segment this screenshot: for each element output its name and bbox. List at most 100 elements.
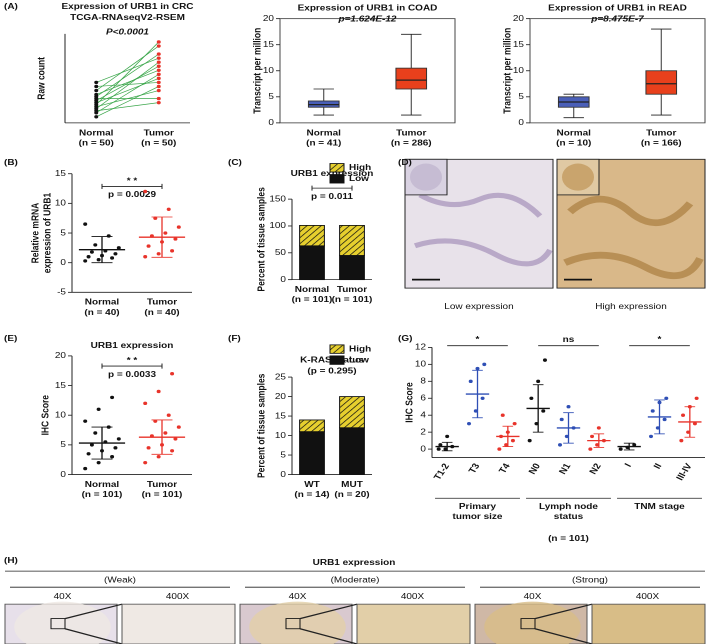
point (650, 409, 655, 413)
point (692, 421, 697, 426)
note: (n = 101) (548, 534, 589, 543)
bar-segment (339, 427, 365, 475)
x-tick-note: (n = 40) (84, 308, 119, 317)
zoom-box (520, 618, 536, 630)
x-tick-note: (n = 286) (391, 138, 432, 147)
point (170, 449, 175, 453)
point (113, 252, 118, 256)
y-tick-label: 10 (55, 410, 66, 419)
point (86, 452, 91, 456)
significance: * * (127, 356, 138, 365)
point (443, 447, 448, 451)
chart-subtitle: p=8.475E-7 (590, 14, 644, 23)
magnification: 40X (54, 591, 72, 600)
point (173, 437, 178, 441)
magnification: 40X (289, 591, 307, 600)
image-400x (356, 603, 471, 644)
y-tick-label: 100 (269, 221, 286, 230)
y-tick-label: 15 (55, 380, 66, 389)
x-tick-note: (n = 10) (556, 138, 591, 147)
group-label: Lymph node (539, 502, 598, 511)
point (143, 189, 148, 194)
image-400x (591, 603, 706, 644)
point (110, 256, 115, 260)
point (156, 84, 161, 89)
y-axis-label: Transcript per million (502, 27, 513, 113)
y-tick-label: 8 (420, 376, 426, 385)
x-tick-note: (n = 20) (334, 490, 369, 499)
x-tick-note: (n = 166) (641, 138, 682, 147)
x-tick-note: (n = 14) (294, 490, 329, 499)
y-axis-label: Percent of tissue samples (256, 187, 267, 291)
group-label: TNM stage (634, 502, 684, 511)
x-tick-label: T1-2 (432, 462, 452, 482)
y-tick-label: 10 (55, 198, 66, 207)
chart-subtitle: TCGA-RNAseqV2-RSEM (70, 13, 185, 22)
zoom-line (534, 603, 593, 620)
y-tick-label: 50 (275, 248, 286, 257)
core (562, 163, 594, 191)
chart-title: Expression of URB1 in CRC (62, 2, 194, 11)
magnification: 400X (401, 591, 424, 600)
y-tick-label: 10 (275, 430, 286, 439)
panel-label: (E) (4, 334, 17, 343)
legend-swatch (329, 163, 345, 173)
legend-label: High (349, 163, 372, 172)
x-tick-label: T4 (497, 461, 513, 475)
point (679, 438, 684, 443)
pair-line (95, 53, 160, 97)
point (113, 446, 118, 450)
y-tick-label: 0 (518, 118, 524, 127)
point (541, 409, 546, 413)
strength-label: (Strong) (572, 575, 608, 584)
y-axis-label: IHC Score (40, 395, 51, 435)
x-tick-label: Normal (85, 297, 119, 306)
y-tick-label: 0 (280, 275, 286, 284)
x-tick-label: II (652, 462, 664, 471)
tissue-core (249, 601, 346, 644)
group-label: tumor size (453, 512, 503, 521)
tissue-core (484, 601, 581, 644)
y-axis-label: Relative mRNA (30, 202, 41, 263)
x-tick-label: Normal (557, 128, 591, 137)
x-tick-note: (n = 101) (292, 295, 333, 304)
point (156, 252, 161, 256)
zoom-line (64, 628, 123, 644)
point (163, 231, 168, 235)
ihc-images: Low expression High expression (404, 158, 706, 311)
x-tick-label: III-IV (674, 461, 694, 482)
y-tick-label: 10 (513, 66, 524, 75)
significance: ns (563, 335, 575, 344)
point (146, 446, 151, 450)
y-tick-label: 0 (60, 258, 66, 267)
point (156, 60, 161, 64)
point (536, 379, 541, 384)
y-tick-label: 2 (420, 427, 426, 436)
bar-segment (339, 396, 365, 429)
point (590, 434, 595, 439)
chart-title: URB1 expression (291, 169, 374, 178)
point (655, 426, 660, 430)
bar-segment (299, 431, 325, 475)
point (662, 417, 667, 422)
point (445, 434, 450, 439)
p-value: p = 0.0029 (108, 190, 156, 199)
plot-frame (279, 18, 456, 124)
point (156, 56, 161, 60)
point (170, 371, 175, 376)
tissue (413, 192, 553, 267)
y-tick-label: 15 (55, 169, 66, 178)
panel-label: (D) (398, 158, 412, 167)
point (527, 438, 532, 443)
staining-title: URB1 expression (313, 558, 396, 567)
y-tick-label: 15 (263, 40, 274, 49)
panel-label: (F) (228, 334, 241, 343)
significance: * (476, 335, 480, 344)
plot-frame (529, 18, 706, 124)
y-tick-label: 10 (263, 66, 274, 75)
y-tick-label: 25 (275, 372, 286, 381)
point (94, 80, 99, 85)
panel-label: (C) (228, 158, 242, 167)
point (83, 419, 88, 423)
